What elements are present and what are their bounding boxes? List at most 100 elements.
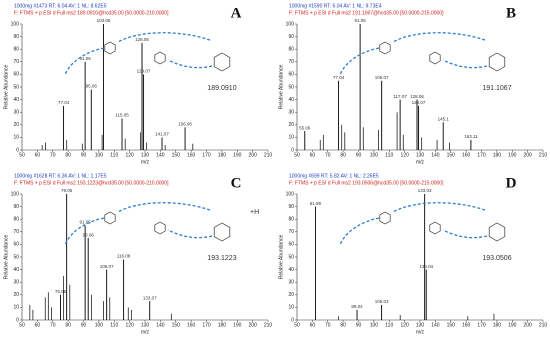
peak-label: 89.04: [351, 304, 363, 309]
y-tick-label: 50: [13, 254, 19, 260]
y-tick-label: 20: [288, 292, 294, 298]
peak-label: 105.07: [100, 264, 114, 269]
panel-label: C: [231, 175, 242, 191]
x-tick-label: 120: [400, 322, 409, 328]
x-tick-label: 150: [447, 152, 456, 158]
x-tick-label: 200: [248, 152, 257, 158]
peak-label: 91.05: [79, 56, 91, 61]
arrow: [64, 217, 105, 246]
arrow: [339, 47, 380, 76]
header-line: 1000mg #699 RT: 5.82 AV: 1 NL: 2.26E5: [289, 173, 379, 179]
precursor-mass: 191.1067: [482, 85, 511, 92]
structure: [429, 51, 441, 65]
structure: [154, 51, 166, 65]
peak-label: 91.05: [79, 220, 91, 225]
precursor-mass: 189.0910: [207, 85, 236, 92]
peak-label: 129.07: [137, 69, 151, 74]
x-tick-label: 200: [248, 322, 257, 328]
y-tick-label: 80: [288, 47, 294, 53]
y-tick-label: 70: [288, 229, 294, 235]
peak-label: 141.07: [155, 132, 169, 137]
structure: [379, 41, 391, 55]
y-tick-label: 30: [13, 110, 19, 116]
header-line: 1000mg #1628 RT: 6.36 AV: 1 NL: 1.17E5: [14, 173, 107, 179]
peak-label: 129.07: [412, 100, 426, 105]
peak-label: 134.04: [419, 264, 433, 269]
x-tick-label: 100: [370, 322, 379, 328]
y-tick-label: 70: [13, 229, 19, 235]
x-tick-label: 60: [310, 152, 316, 158]
y-tick-label: 30: [288, 280, 294, 286]
peak-label: 133.03: [418, 188, 432, 193]
x-tick-label: 120: [125, 152, 134, 158]
peak-label: 77.04: [58, 100, 70, 105]
x-tick-label: 60: [35, 322, 41, 328]
x-tick-label: 190: [233, 322, 242, 328]
y-tick-label: 30: [288, 110, 294, 116]
x-tick-label: 140: [156, 322, 165, 328]
panel: 1000mg #1590 RT: 6.04 AV: 1 NL: 9.73E4F:…: [278, 3, 547, 165]
x-tick-label: 110: [110, 322, 118, 328]
x-tick-label: 140: [431, 152, 440, 158]
structure: [488, 222, 506, 242]
x-tick-label: 170: [477, 152, 486, 158]
precursor-mass: 193.1223: [207, 255, 236, 262]
structure: [213, 222, 231, 242]
peak-label: 93.06: [83, 232, 95, 237]
structure: [104, 211, 116, 225]
structure: [213, 52, 231, 72]
y-tick-label: 60: [288, 242, 294, 248]
arrow: [117, 32, 211, 43]
y-tick-label: 10: [13, 135, 19, 141]
peak-label: 75.05: [55, 289, 67, 294]
x-tick-label: 100: [95, 322, 104, 328]
arrow: [442, 229, 488, 239]
peak-label: 163.11: [464, 134, 478, 139]
y-tick-label: 0: [16, 317, 19, 323]
peak-label: 61.99: [310, 201, 322, 206]
x-tick-label: 90: [356, 152, 362, 158]
y-tick-label: 80: [13, 47, 19, 53]
x-tick-label: 80: [340, 152, 346, 158]
x-tick-label: 160: [462, 152, 471, 158]
x-tick-label: 70: [325, 152, 331, 158]
x-axis-label: m/z: [141, 329, 150, 335]
x-tick-label: 140: [156, 152, 165, 158]
panel-label: D: [506, 175, 517, 191]
x-tick-label: 190: [508, 152, 517, 158]
peak-label: 91.05: [354, 18, 366, 23]
structure: [429, 221, 441, 235]
y-tick-label: 90: [288, 204, 294, 210]
y-axis-label: Relative Abundance: [3, 235, 9, 280]
x-tick-label: 190: [508, 322, 517, 328]
y-tick-label: 10: [288, 135, 294, 141]
y-tick-label: 30: [13, 280, 19, 286]
peak-label: 105.07: [375, 75, 389, 80]
x-tick-label: 50: [294, 322, 300, 328]
x-tick-label: 60: [35, 152, 41, 158]
x-tick-label: 70: [50, 322, 56, 328]
x-tick-label: 160: [187, 322, 196, 328]
x-tick-label: 180: [493, 322, 502, 328]
x-tick-label: 100: [370, 152, 379, 158]
x-tick-label: 120: [125, 322, 134, 328]
header-line: 1000mg #1590 RT: 6.04 AV: 1 NL: 9.73E4: [289, 3, 382, 9]
x-tick-label: 210: [264, 152, 273, 158]
x-tick-label: 90: [81, 152, 87, 158]
peak-label: 128.06: [410, 94, 424, 99]
x-tick-label: 170: [202, 322, 211, 328]
arrow: [117, 202, 211, 213]
x-tick-label: 110: [385, 322, 393, 328]
x-tick-label: 50: [19, 152, 25, 158]
x-tick-label: 130: [416, 322, 425, 328]
y-tick-label: 80: [288, 217, 294, 223]
y-tick-label: 40: [288, 97, 294, 103]
y-tick-label: 10: [13, 305, 19, 311]
header-line: F: FTMS + p ESI d Full ms2 189.0910@hcd3…: [14, 10, 169, 16]
x-tick-label: 180: [218, 152, 227, 158]
y-tick-label: 20: [13, 292, 19, 298]
peak-label: 77.04: [333, 75, 345, 80]
x-tick-label: 150: [172, 322, 181, 328]
y-tick-label: 90: [288, 34, 294, 40]
